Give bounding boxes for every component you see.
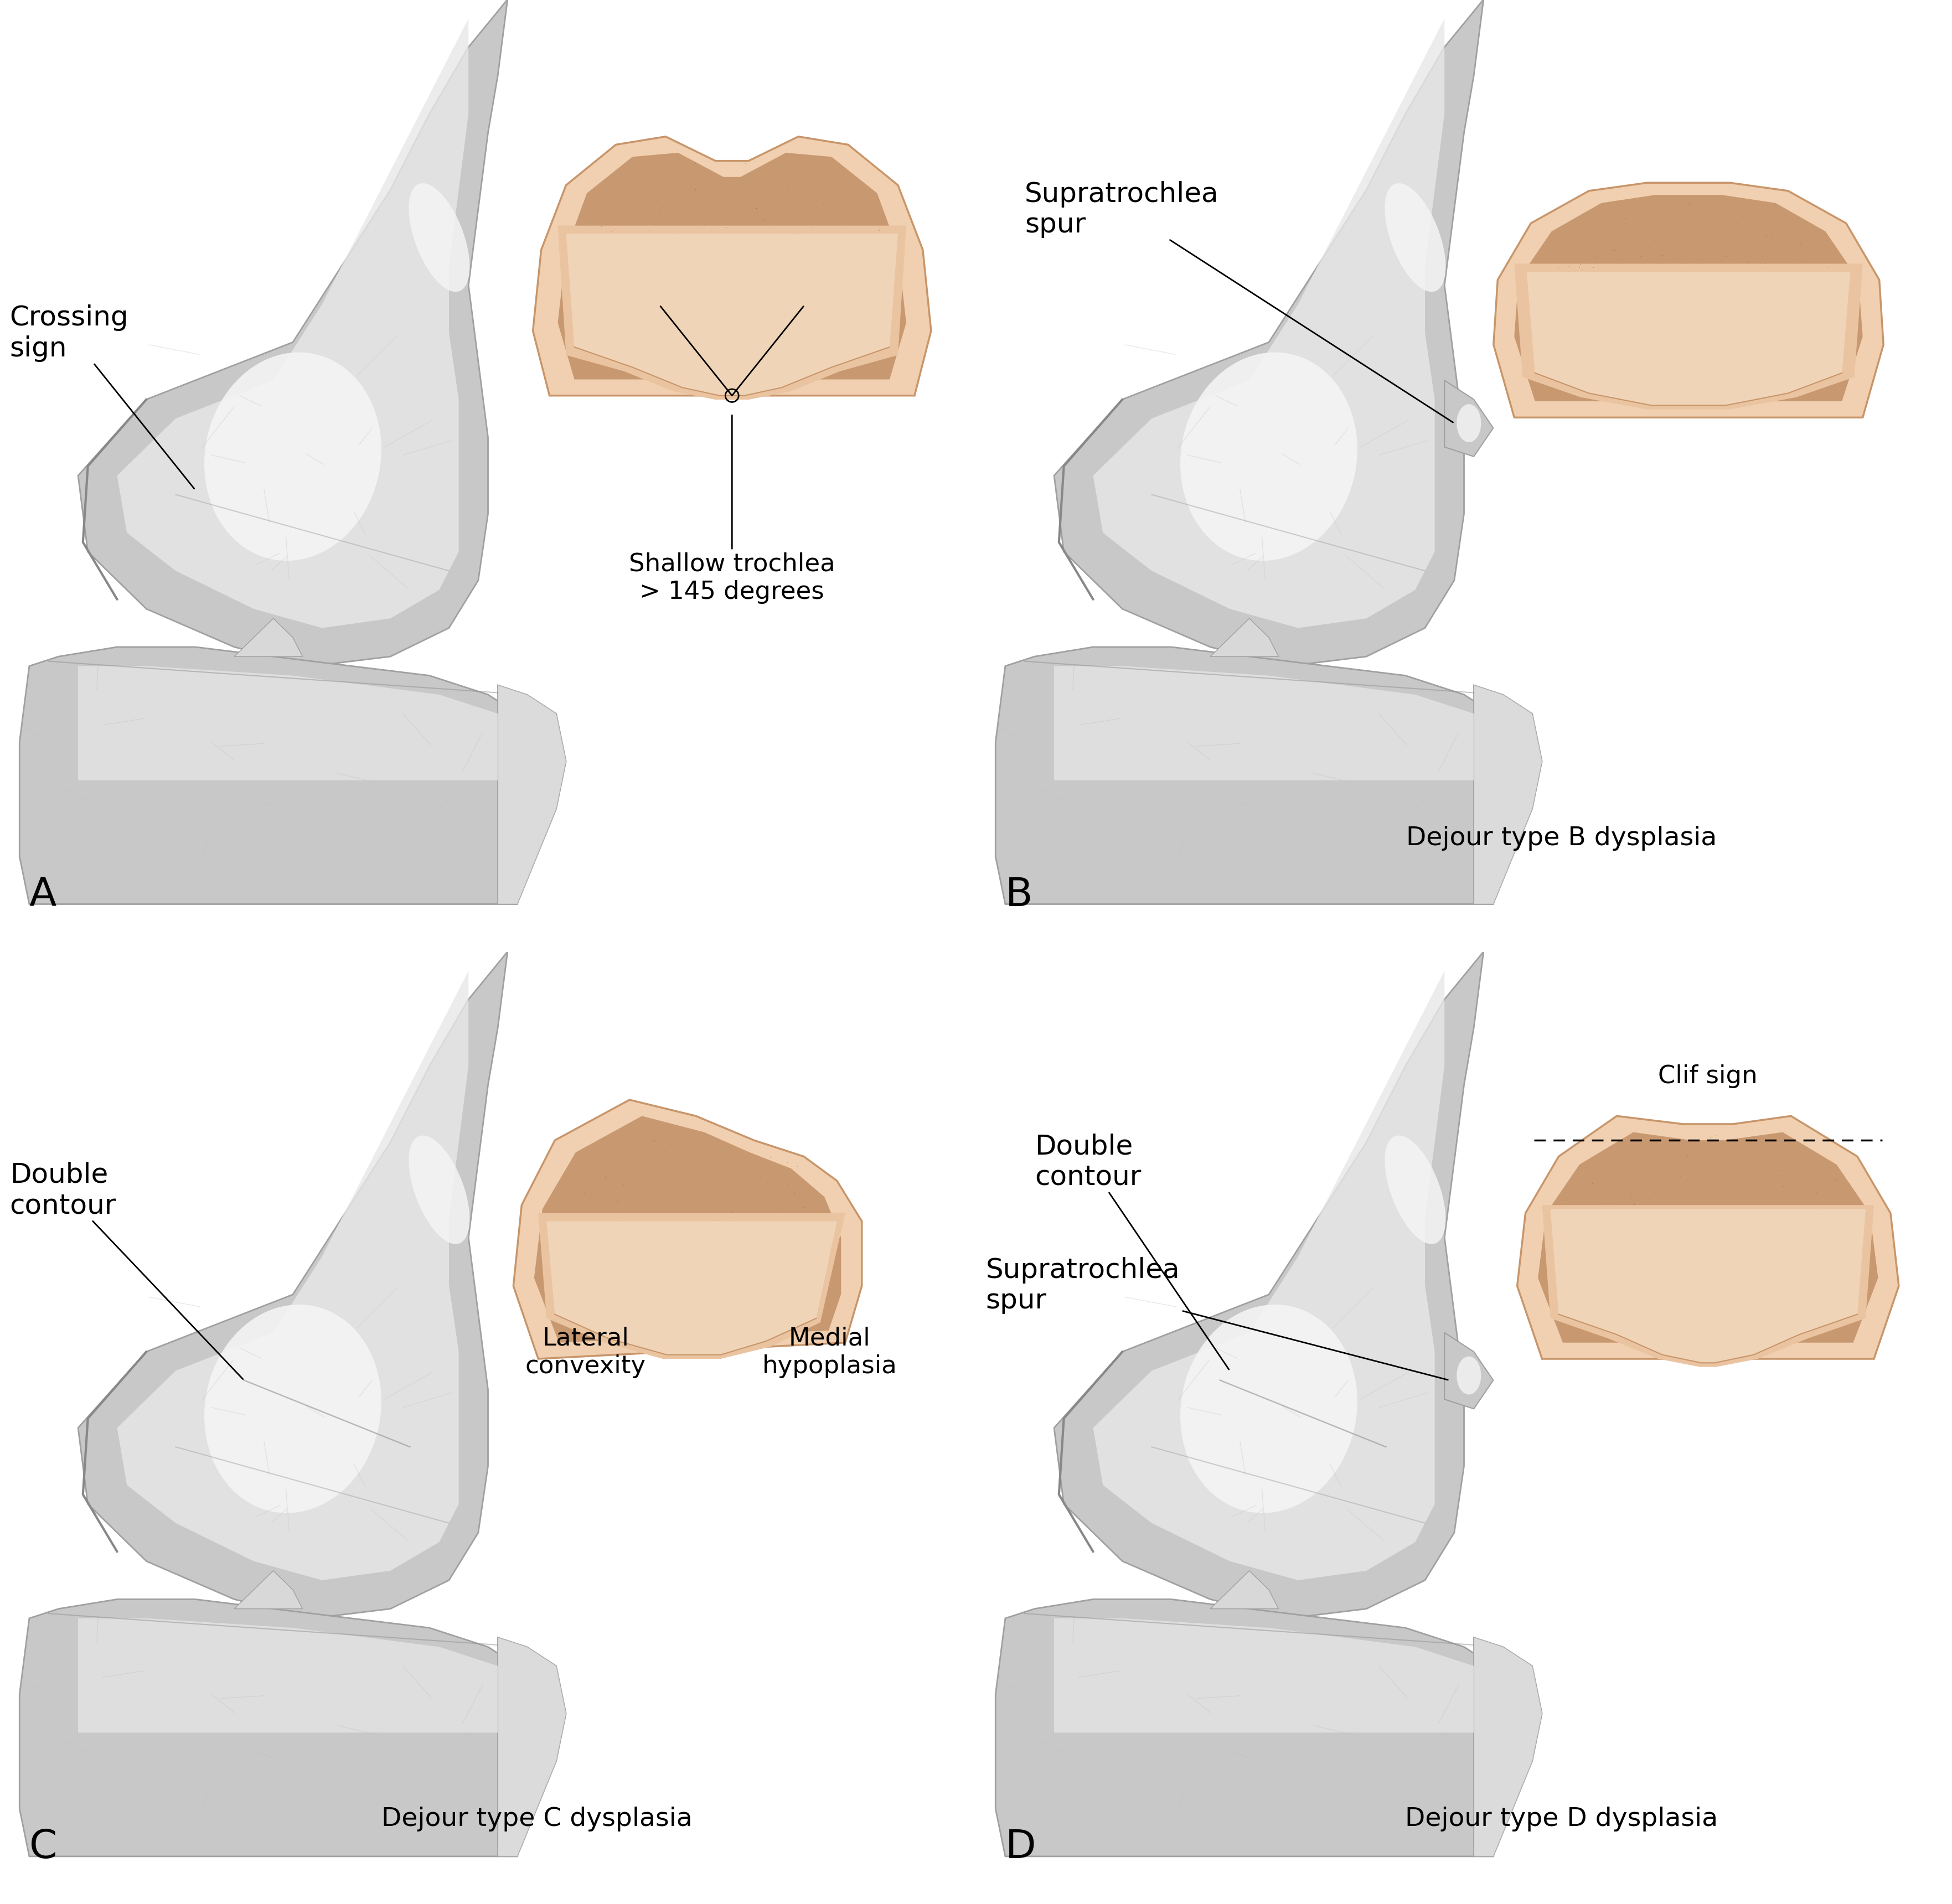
Ellipse shape [408,1135,470,1245]
Polygon shape [78,0,508,666]
Text: Dejour type B dysplasia: Dejour type B dysplasia [1405,824,1718,851]
Polygon shape [1474,685,1542,904]
Polygon shape [558,227,906,400]
Polygon shape [1093,19,1444,628]
Polygon shape [1210,619,1279,657]
Text: Crossing
sign: Crossing sign [10,305,195,489]
Polygon shape [117,19,468,628]
Polygon shape [558,154,906,381]
Ellipse shape [408,183,470,293]
Text: Double
contour: Double contour [1035,1133,1230,1369]
Polygon shape [1474,685,1542,904]
Polygon shape [1054,666,1474,781]
Polygon shape [533,137,931,396]
Polygon shape [78,1618,498,1733]
Polygon shape [1542,1205,1874,1367]
Polygon shape [498,685,566,904]
Polygon shape [1493,183,1884,419]
Polygon shape [1550,1209,1866,1363]
Ellipse shape [1384,1135,1446,1245]
Polygon shape [234,619,303,657]
Polygon shape [513,1101,863,1359]
Polygon shape [1474,1637,1542,1856]
Text: Dejour type C dysplasia: Dejour type C dysplasia [381,1805,693,1832]
Polygon shape [996,1599,1503,1856]
Ellipse shape [1181,1304,1357,1514]
Text: Supratrochlea
spur: Supratrochlea spur [986,1257,1448,1380]
Text: Supratrochlea
spur: Supratrochlea spur [1025,181,1452,423]
Text: B: B [1005,876,1033,914]
Polygon shape [498,1637,566,1856]
Ellipse shape [1384,183,1446,293]
Polygon shape [1093,971,1444,1580]
Text: Shallow trochlea
> 145 degrees: Shallow trochlea > 145 degrees [629,415,835,604]
Polygon shape [539,1213,845,1359]
Ellipse shape [205,352,381,562]
Polygon shape [1474,1637,1542,1856]
Ellipse shape [1181,352,1357,562]
Polygon shape [498,685,566,904]
Polygon shape [1054,0,1484,666]
Ellipse shape [1456,1356,1482,1394]
Polygon shape [996,647,1503,904]
Polygon shape [1444,381,1493,457]
Ellipse shape [1456,406,1482,444]
Text: C: C [29,1828,57,1866]
Text: Double
contour: Double contour [10,1161,242,1378]
Polygon shape [1517,1116,1899,1359]
Polygon shape [498,1637,566,1856]
Text: Clif sign: Clif sign [1659,1064,1757,1087]
Polygon shape [78,952,508,1618]
Polygon shape [1515,265,1862,409]
Polygon shape [117,971,468,1580]
Text: A: A [29,876,57,914]
Text: Medial
hypoplasia: Medial hypoplasia [761,1327,898,1377]
Polygon shape [20,647,527,904]
Polygon shape [535,1116,841,1342]
Polygon shape [1444,1333,1493,1409]
Text: Lateral
convexity: Lateral convexity [525,1327,646,1377]
Polygon shape [547,1222,837,1356]
Text: Dejour type D dysplasia: Dejour type D dysplasia [1405,1805,1718,1832]
Polygon shape [1054,952,1484,1618]
Polygon shape [1538,1133,1878,1342]
Polygon shape [566,234,898,396]
Ellipse shape [205,1304,381,1514]
Polygon shape [1054,1618,1474,1733]
Text: D: D [1005,1828,1037,1866]
Polygon shape [20,1599,527,1856]
Polygon shape [78,666,498,781]
Polygon shape [234,1571,303,1609]
Polygon shape [1526,272,1850,406]
Polygon shape [1515,196,1862,402]
Polygon shape [1210,1571,1279,1609]
